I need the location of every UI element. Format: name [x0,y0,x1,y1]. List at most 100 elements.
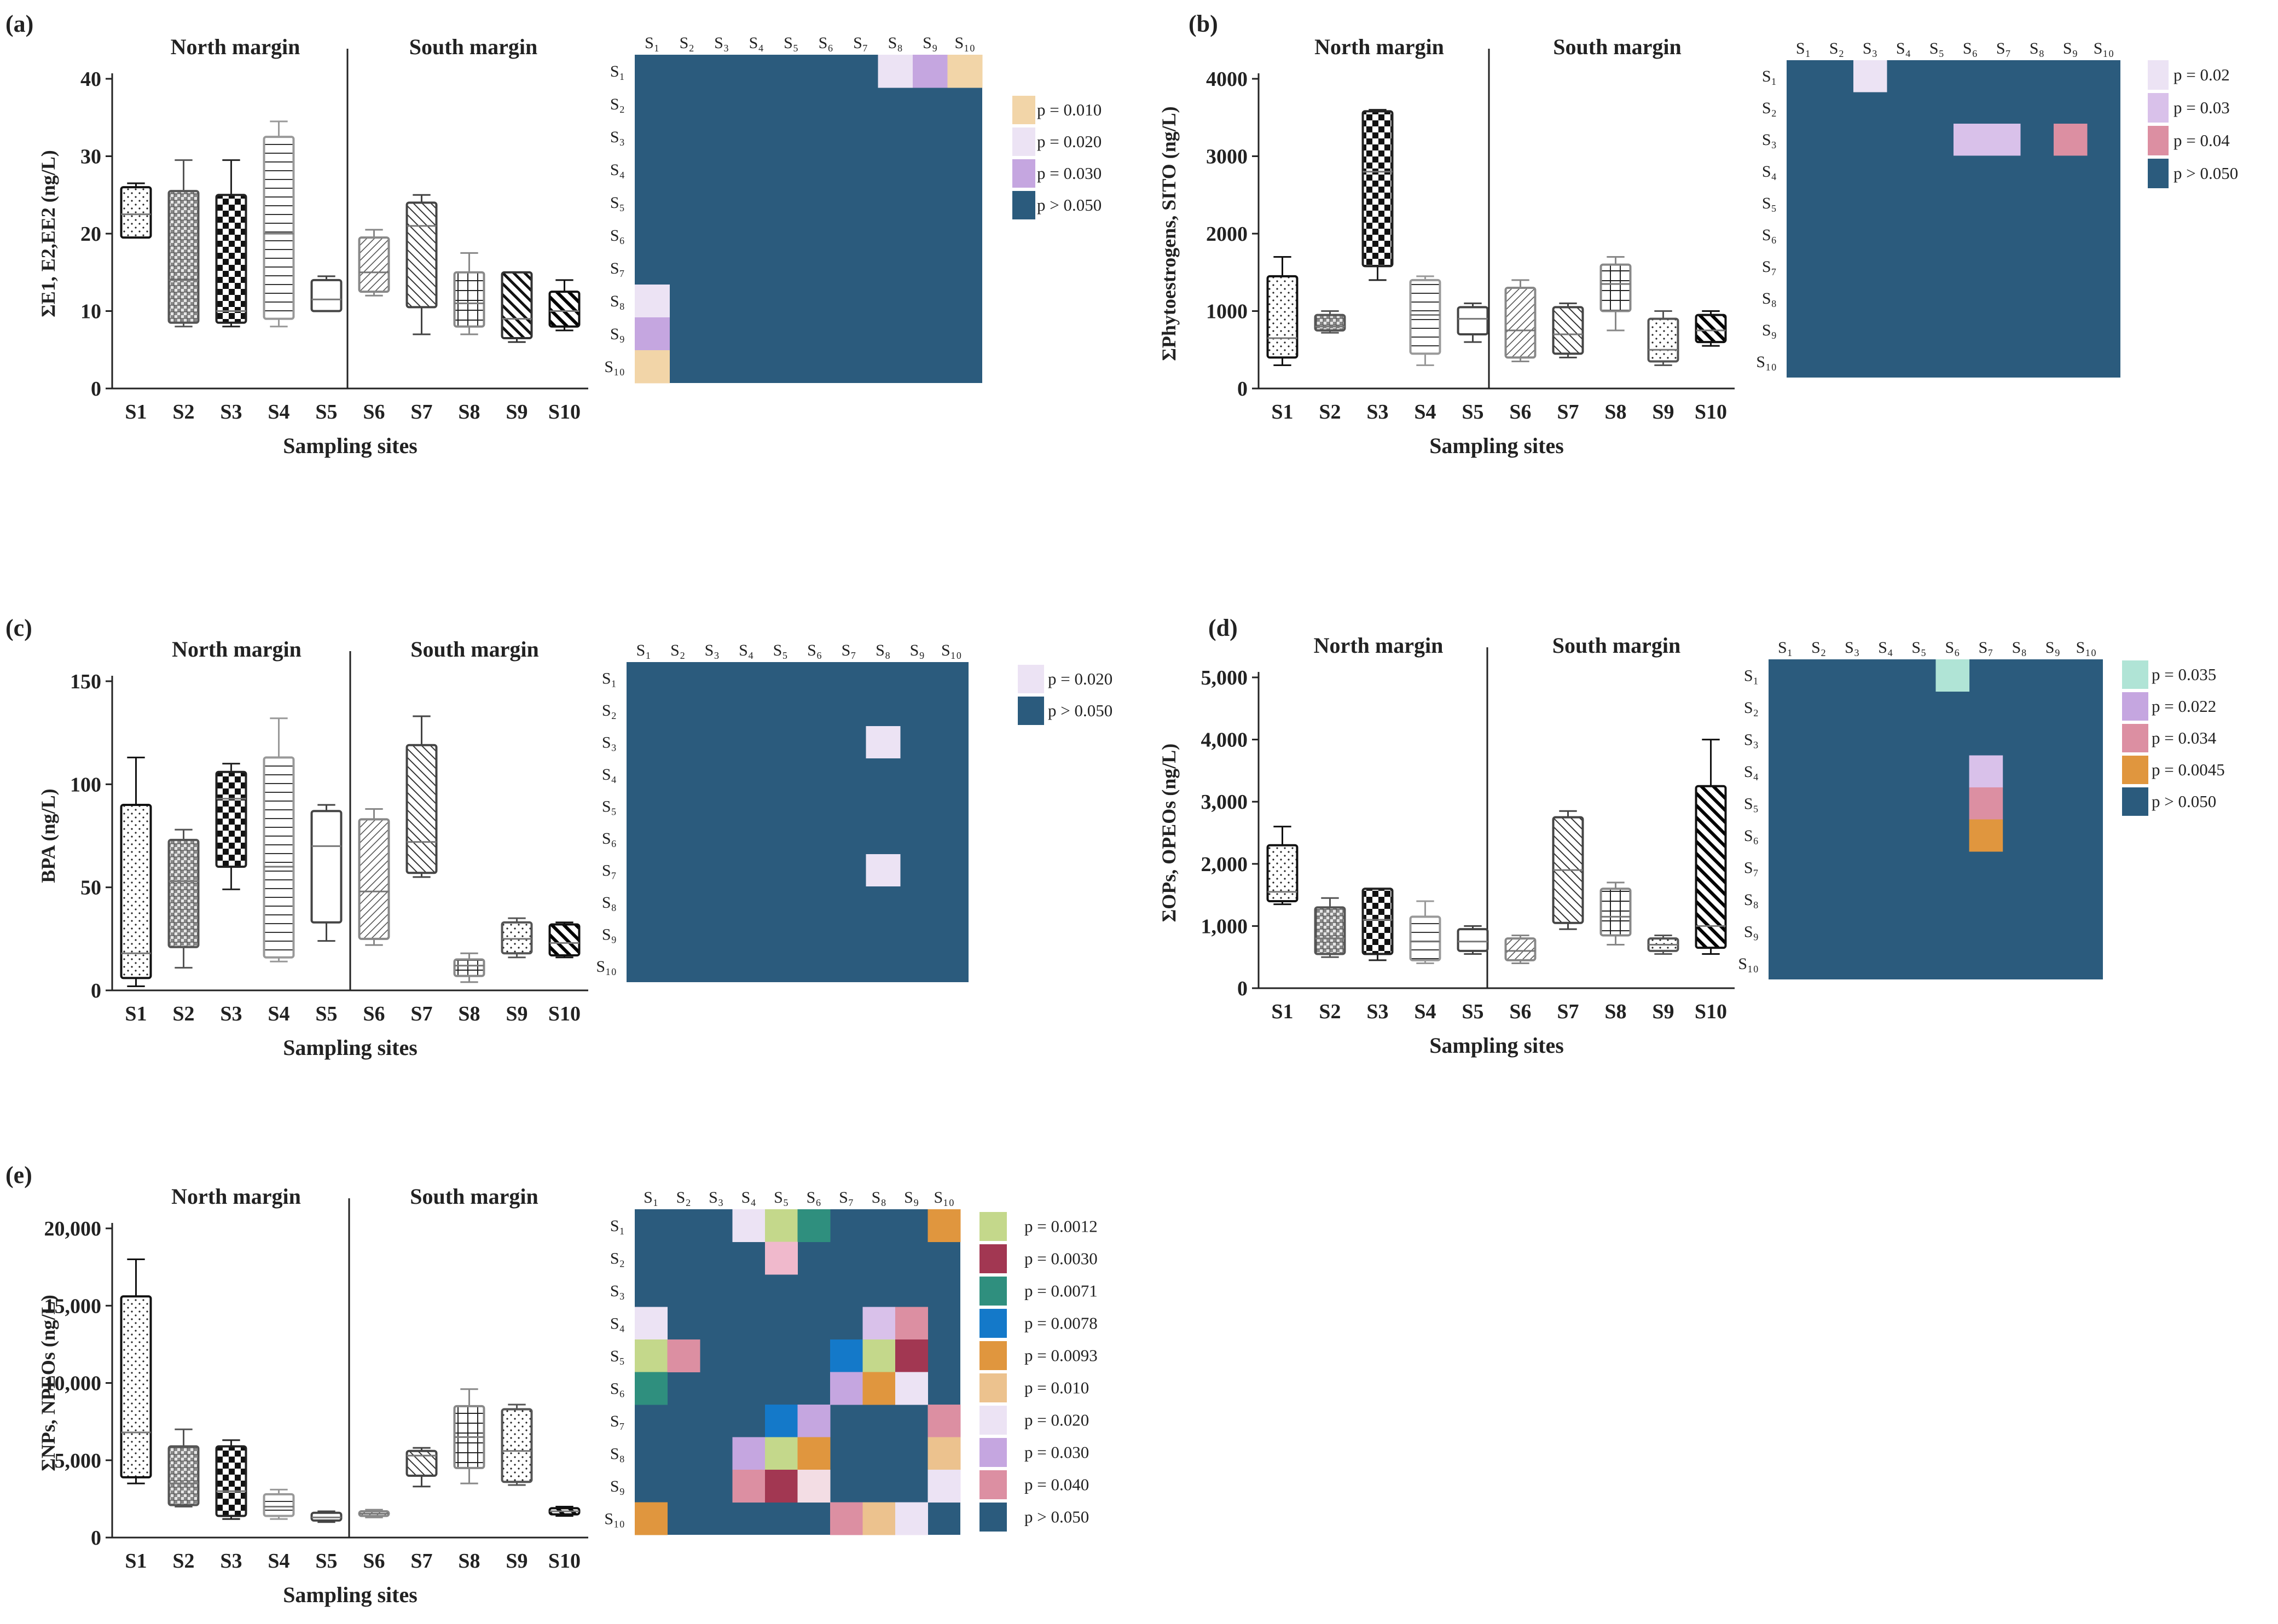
panel-label: (a) [5,10,33,37]
y-tick-label: 10 [80,300,101,323]
box-body [1314,906,1346,955]
heatmap-row-label: S₃ [1744,730,1759,749]
y-tick-label: 1,000 [1201,915,1248,938]
heatmap-cell [635,350,670,384]
box-body [215,770,247,868]
y-tick-label: 2,000 [1201,853,1248,876]
x-tick-label: S5 [315,1550,337,1573]
x-tick-label: S6 [363,401,385,424]
heatmap-cell [1987,124,2021,156]
heatmap-cell [895,1502,928,1535]
heatmap-row-label: S₃ [602,733,617,751]
box-s2 [1314,310,1346,334]
legend-swatch [979,1438,1007,1467]
box-body [120,186,152,239]
heatmap-row-label: S₈ [1744,891,1759,909]
heatmap-col-label: S₈ [2012,639,2027,657]
heatmap-col-label: S₉ [2063,39,2078,57]
y-tick-label: 20 [80,223,101,246]
heatmap-cell [797,1437,831,1470]
x-tick-label: S9 [506,401,528,424]
north-margin-label: North margin [171,1184,301,1209]
heatmap-cell [635,1372,668,1405]
x-tick-label: S8 [458,1002,480,1025]
x-tick-label: S6 [1509,1000,1531,1023]
box-body [1504,287,1537,359]
heatmap-row-label: S₁ [610,62,625,80]
heatmap-row-label: S₄ [610,1314,625,1332]
box-body [548,923,581,956]
legend-swatch [979,1373,1007,1402]
legend-label: p = 0.020 [1048,669,1112,688]
heatmap-col-label: S₄ [741,1188,756,1207]
box-body [501,1408,533,1483]
box-s3 [215,1439,247,1520]
box-s10 [548,921,581,959]
heatmap-cell [862,1372,896,1405]
heatmap-row-label: S₉ [1744,923,1759,941]
heatmap-row-label: S₂ [1744,699,1759,717]
y-axis-label: ΣNPs, NPEOs (ng/L) [37,1295,59,1471]
box-body [1457,928,1489,952]
legend-swatch [979,1212,1007,1241]
x-tick-label: S5 [1462,1000,1483,1023]
x-tick-label: S7 [1557,1000,1579,1023]
box-body [1552,306,1584,355]
legend-label: p = 0.040 [1024,1475,1089,1494]
legend-label: p = 0.020 [1024,1411,1089,1430]
x-tick-label: S7 [410,1002,432,1025]
legend-label: p = 0.020 [1037,132,1102,151]
legend-swatch [1018,665,1044,693]
heatmap-row-label: S₇ [1762,258,1777,276]
heatmap-row-label: S₈ [1762,289,1777,308]
box-body [215,1445,247,1517]
x-tick-label: S9 [1652,401,1674,424]
box-s5 [1457,302,1489,343]
heatmap-col-label: S₈ [888,34,903,52]
heatmap-cell [830,1502,863,1535]
heatmap-cell [862,1339,896,1372]
heatmap-cell [878,55,913,88]
heatmap-col-label: S₅ [1911,639,1926,657]
panel-a: (a) North margin South margin 0 10 20 30 40 ΣE1,… [5,10,1102,458]
heatmap-col-label: S₇ [1996,39,2011,57]
box-body [405,1449,438,1477]
heatmap-row-label: S₄ [610,161,625,179]
heatmap-row-label: S₂ [1762,99,1777,117]
y-tick-label: 4000 [1206,68,1248,91]
heatmap-row-label: S₃ [610,128,625,146]
box-s7 [405,194,438,335]
heatmap-row-label: S₅ [610,1347,625,1365]
x-tick-label: S5 [315,401,337,424]
y-tick-label: 100 [70,773,101,796]
box-body [167,839,200,948]
heatmap-col-label: S₂ [1829,39,1844,57]
box-s10 [548,1506,581,1517]
box-s7 [405,1447,438,1488]
box-body [120,1295,152,1478]
heatmap-row-label: S₂ [602,701,617,720]
heatmap-row-label: S₅ [610,194,625,212]
panel-label: (e) [5,1162,32,1188]
heatmap-col-label: S₈ [872,1188,886,1207]
legend-label: p > 0.050 [1024,1507,1089,1527]
x-tick-label: S1 [125,1002,147,1025]
legend-swatch [979,1503,1007,1532]
south-margin-label: South margin [1553,34,1682,59]
heatmap-col-label: S₁ [1778,639,1793,657]
y-tick-label: 0 [1237,977,1248,1000]
heatmap-cell [635,317,670,351]
box-s5 [1457,925,1489,955]
x-tick-label: S6 [363,1002,385,1025]
legend-label: p = 0.0071 [1024,1281,1098,1301]
heatmap-col-label: S₆ [807,1188,821,1207]
heatmap-col-label: S₇ [853,34,868,52]
box-s1 [1266,826,1299,906]
x-tick-label: S3 [220,1002,242,1025]
legend-label: p = 0.04 [2173,131,2230,150]
box-body [1361,888,1394,955]
box-body [405,744,438,874]
heatmap-row-label: S₈ [610,1445,625,1463]
x-tick-label: S3 [1366,401,1388,424]
box-s9 [1647,934,1679,955]
